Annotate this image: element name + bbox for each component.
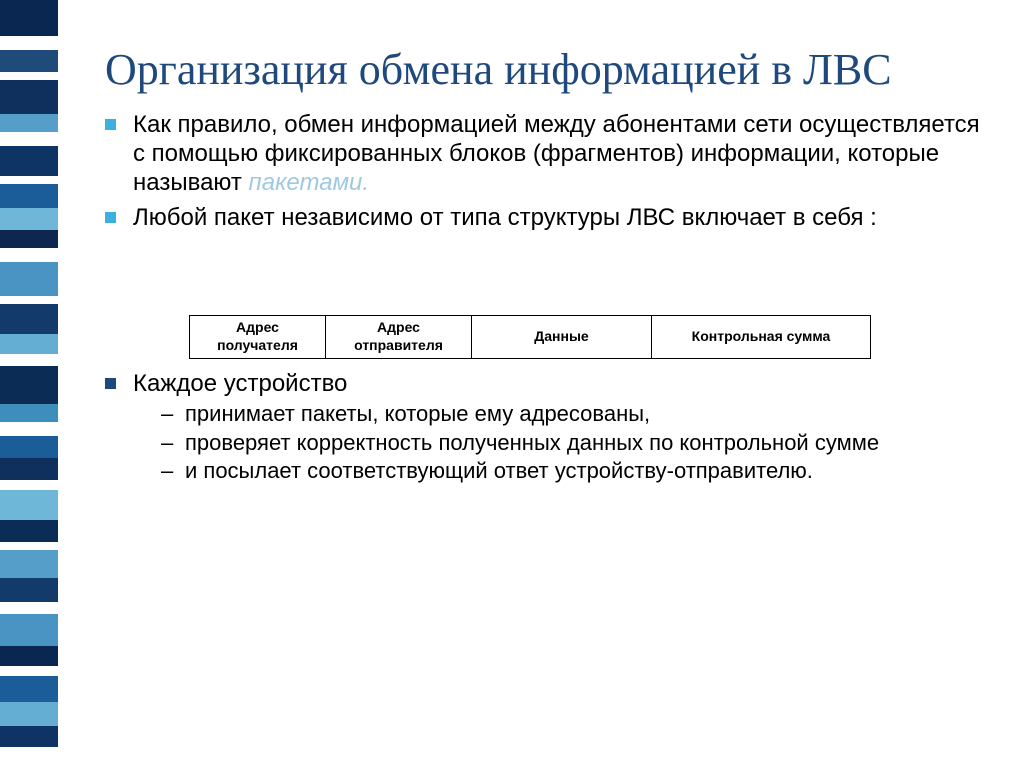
stripe-segment bbox=[0, 614, 58, 646]
stripe-segment bbox=[0, 114, 58, 132]
stripe-segment bbox=[0, 80, 58, 114]
stripe-segment bbox=[0, 230, 58, 248]
stripe-segment bbox=[0, 578, 58, 602]
stripe-segment bbox=[0, 184, 58, 208]
stripe-segment bbox=[0, 262, 58, 296]
bullet-item-1: Как правило, обмен информацией между або… bbox=[105, 110, 994, 198]
stripe-segment bbox=[0, 50, 58, 72]
slide-title: Организация обмена информацией в ЛВС bbox=[105, 45, 994, 96]
stripe-segment bbox=[0, 334, 58, 354]
stripe-segment bbox=[0, 0, 58, 36]
bullet-item-2: Любой пакет независимо от типа структуры… bbox=[105, 203, 994, 358]
stripe-segment bbox=[0, 146, 58, 176]
stripe-segment bbox=[0, 646, 58, 666]
stripe-segment bbox=[0, 550, 58, 578]
stripe-segment bbox=[0, 422, 58, 436]
stripe-segment bbox=[0, 666, 58, 676]
decorative-side-stripe bbox=[0, 0, 58, 767]
bullet-3-text: Каждое устройство bbox=[133, 370, 347, 397]
stripe-segment bbox=[0, 726, 58, 747]
sub-item-1: принимает пакеты, которые ему адресованы… bbox=[161, 400, 994, 429]
bullet-list: Как правило, обмен информацией между або… bbox=[105, 110, 994, 486]
sub-item-2: проверяет корректность полученных данных… bbox=[161, 429, 994, 458]
stripe-segment bbox=[0, 366, 58, 404]
stripe-segment bbox=[0, 404, 58, 422]
stripe-segment bbox=[0, 458, 58, 480]
stripe-segment bbox=[0, 208, 58, 230]
stripe-segment bbox=[0, 296, 58, 304]
bullet-item-3: Каждое устройство принимает пакеты, кото… bbox=[105, 369, 994, 486]
stripe-segment bbox=[0, 248, 58, 262]
stripe-segment bbox=[0, 490, 58, 520]
stripe-segment bbox=[0, 480, 58, 490]
stripe-segment bbox=[0, 542, 58, 550]
stripe-segment bbox=[0, 602, 58, 614]
stripe-segment bbox=[0, 676, 58, 702]
stripe-segment bbox=[0, 304, 58, 334]
packet-cell: Данные bbox=[471, 315, 651, 359]
stripe-segment bbox=[0, 520, 58, 542]
stripe-segment bbox=[0, 72, 58, 80]
stripe-segment bbox=[0, 436, 58, 458]
packet-cell: Адресотправителя bbox=[325, 315, 471, 359]
bullet-1-highlight: пакетами. bbox=[249, 169, 370, 196]
stripe-segment bbox=[0, 36, 58, 50]
bullet-2-text: Любой пакет независимо от типа структуры… bbox=[133, 204, 877, 231]
packet-cell: Адресполучателя bbox=[189, 315, 325, 359]
stripe-segment bbox=[0, 354, 58, 366]
slide-content: Организация обмена информацией в ЛВС Как… bbox=[105, 45, 994, 492]
stripe-segment bbox=[0, 176, 58, 184]
sub-item-3: и посылает соответствующий ответ устройс… bbox=[161, 457, 994, 486]
slide: Организация обмена информацией в ЛВС Как… bbox=[0, 0, 1024, 767]
packet-structure-table: АдресполучателяАдресотправителяДанныеКон… bbox=[189, 315, 994, 359]
stripe-segment bbox=[0, 702, 58, 726]
packet-cell: Контрольная сумма bbox=[651, 315, 871, 359]
sub-list: принимает пакеты, которые ему адресованы… bbox=[161, 400, 994, 486]
stripe-segment bbox=[0, 132, 58, 146]
